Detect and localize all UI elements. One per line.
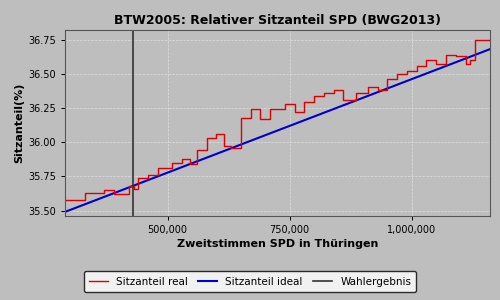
Legend: Sitzanteil real, Sitzanteil ideal, Wahlergebnis: Sitzanteil real, Sitzanteil ideal, Wahle… (84, 272, 416, 292)
Sitzanteil real (111, 188, 117, 192)
Sitzanteil real (258, 107, 264, 111)
Sitzanteil real (282, 107, 288, 111)
Line: Sitzanteil real: Sitzanteil real (65, 40, 490, 200)
Y-axis label: Sitzanteil(%): Sitzanteil(%) (14, 83, 24, 163)
Sitzanteil real (394, 77, 400, 81)
Sitzanteil real (414, 69, 420, 73)
Sitzanteil real (472, 38, 478, 41)
X-axis label: Zweitstimmen SPD in Thüringen: Zweitstimmen SPD in Thüringen (177, 239, 378, 249)
Title: BTW2005: Relativer Sitzanteil SPD (BWG2013): BTW2005: Relativer Sitzanteil SPD (BWG20… (114, 14, 441, 27)
Sitzanteil real (487, 38, 493, 41)
Sitzanteil real (62, 198, 68, 201)
Sitzanteil real (82, 198, 87, 201)
